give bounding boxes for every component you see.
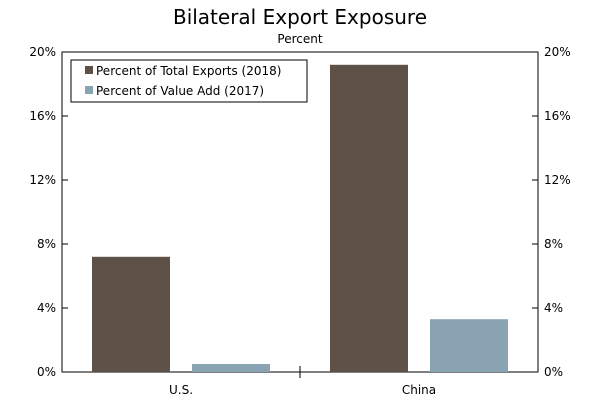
bar-china-series-1 bbox=[430, 319, 508, 372]
y-tick-label-right: 0% bbox=[544, 365, 563, 379]
legend-box bbox=[70, 59, 308, 103]
y-tick-label-left: 0% bbox=[37, 365, 56, 379]
y-tick-label-left: 16% bbox=[29, 109, 56, 123]
y-tick-label-right: 8% bbox=[544, 237, 563, 251]
bars-group bbox=[92, 64, 508, 373]
bar-us-series-1 bbox=[192, 364, 270, 372]
y-tick-label-right: 4% bbox=[544, 301, 563, 315]
y-tick-label-left: 12% bbox=[29, 173, 56, 187]
bar-us-series-0 bbox=[92, 256, 170, 372]
legend: Percent of Total Exports (2018) Percent … bbox=[70, 59, 308, 103]
legend-label-total-exports: Percent of Total Exports (2018) bbox=[96, 64, 281, 78]
y-tick-label-left: 20% bbox=[29, 45, 56, 59]
y-tick-label-left: 8% bbox=[37, 237, 56, 251]
axis-ticks: 0% 0% 4% 4% 8% 8% 12% 12% 16% 16% 20% 20% bbox=[29, 45, 570, 379]
legend-swatch-value-add bbox=[85, 86, 93, 94]
bar-china-series-0 bbox=[330, 64, 408, 373]
x-category-label: China bbox=[402, 383, 436, 397]
category-labels: U.S. China bbox=[169, 383, 436, 397]
legend-swatch-total-exports bbox=[85, 66, 93, 74]
y-tick-label-right: 12% bbox=[544, 173, 571, 187]
y-tick-label-right: 16% bbox=[544, 109, 571, 123]
x-category-label: U.S. bbox=[169, 383, 193, 397]
y-tick-label-right: 20% bbox=[544, 45, 571, 59]
y-tick-label-left: 4% bbox=[37, 301, 56, 315]
chart-title: Bilateral Export Exposure bbox=[173, 5, 427, 29]
chart-subtitle: Percent bbox=[277, 32, 322, 46]
legend-label-value-add: Percent of Value Add (2017) bbox=[96, 84, 264, 98]
